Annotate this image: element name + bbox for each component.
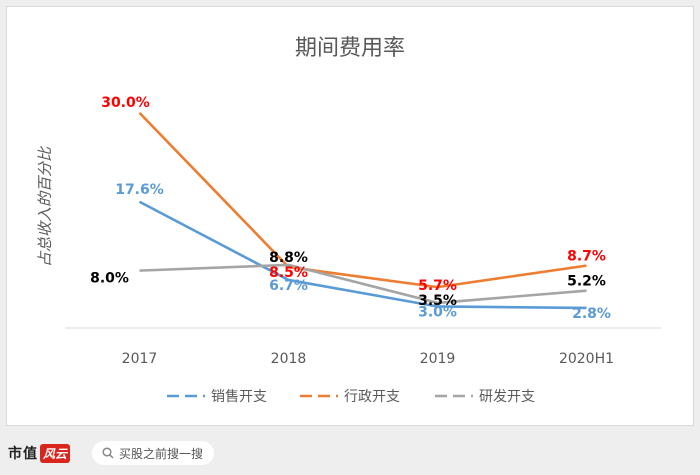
x-tick-label: 2020H1 [559, 351, 614, 367]
data-label: 8.7% [567, 249, 606, 265]
data-label: 8.8% [269, 250, 308, 266]
brand-name: 市值 [8, 446, 38, 462]
brand-logo: 市值 风云 [8, 441, 71, 465]
search-text: 买股之前搜一搜 [119, 446, 204, 461]
search-icon [102, 447, 114, 459]
legend-item[interactable]: 行政开支 [300, 389, 400, 405]
data-label: 8.0% [90, 271, 129, 287]
data-label: 17.6% [115, 182, 164, 198]
legend-label: 销售开支 [211, 389, 267, 405]
chart-title: 期间费用率 [295, 36, 405, 61]
data-label: 3.0% [418, 304, 457, 320]
data-label: 3.5% [418, 293, 457, 309]
search-box[interactable]: 买股之前搜一搜 [92, 441, 214, 465]
data-label: 5.2% [567, 274, 606, 290]
series-line-1 [138, 111, 587, 289]
footer-bar: 市值 风云 买股之前搜一搜 [0, 432, 700, 475]
series-line-0 [138, 200, 587, 310]
legend-item[interactable]: 研发开支 [435, 389, 535, 405]
y-axis-label: 占总收入的百分比 [36, 145, 54, 267]
legend-item[interactable]: 销售开支 [167, 389, 267, 405]
brand-seal: 风云 [40, 443, 71, 463]
series-line-2 [139, 263, 587, 305]
legend-label: 研发开支 [479, 389, 535, 405]
data-label: 30.0% [101, 95, 150, 111]
data-label: 5.7% [418, 278, 457, 294]
chart-card: 期间费用率 占总收入的百分比 2017 2018 2019 2020H1 17.6% 6… [6, 6, 694, 426]
data-label: 6.7% [269, 278, 308, 294]
x-tick-label: 2017 [122, 351, 158, 367]
data-label: 8.5% [269, 265, 308, 281]
data-label: 2.8% [572, 306, 611, 322]
legend-label: 行政开支 [344, 389, 400, 405]
x-tick-label: 2018 [271, 351, 307, 367]
x-tick-label: 2019 [420, 351, 456, 367]
chart: 期间费用率 占总收入的百分比 2017 2018 2019 2020H1 17.6% 6… [36, 36, 661, 405]
